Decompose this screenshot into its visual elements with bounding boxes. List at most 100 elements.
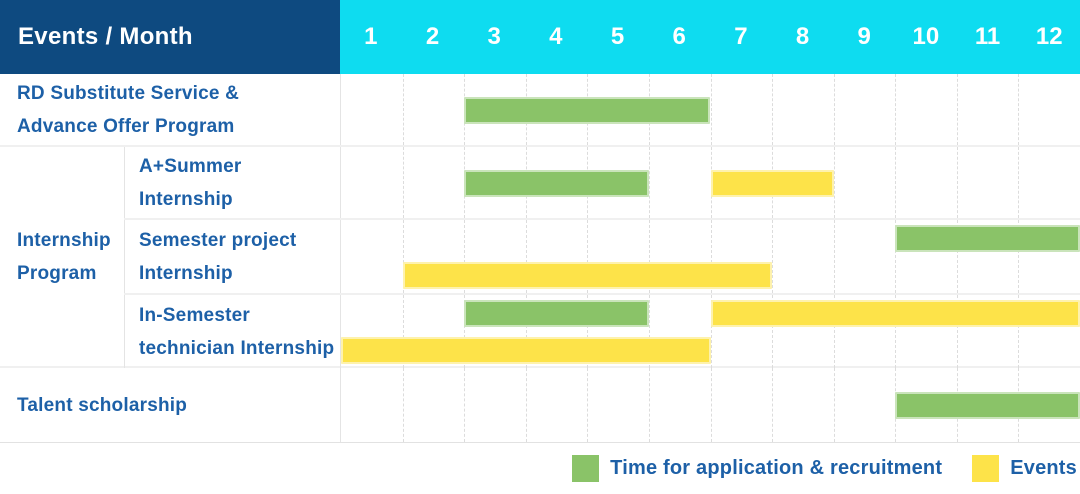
month-header-8: 8 (795, 23, 810, 50)
table-row-talent-scholarship: Talent scholarship (0, 368, 1080, 442)
label-line: RD Substitute Service & (17, 82, 240, 104)
label-line: Advance Offer Program (17, 115, 235, 137)
month-header-5: 5 (610, 23, 625, 50)
month-gridline (772, 295, 774, 368)
month-header-10: 10 (912, 23, 940, 50)
month-gridline (833, 220, 835, 293)
month-header-11: 11 (974, 23, 1001, 50)
month-gridline (587, 220, 589, 293)
legend-swatch-events-yellow (972, 455, 1000, 482)
month-gridline (956, 74, 958, 145)
gantt-lane (341, 74, 1080, 145)
label-line: Internship (139, 188, 233, 210)
table-body: RD Substitute Service & Advance Offer Pro… (0, 74, 1080, 443)
month-gridline (956, 147, 958, 218)
month-header-2: 2 (425, 23, 440, 50)
internship-program-group: Internship Program A+Summer Internship Sem… (0, 147, 1080, 368)
row-label-in-semester-technician-internship: In-Semester technician Internship (124, 295, 340, 368)
chart-legend: Time for application & recruitment Event… (0, 443, 1080, 494)
month-gridline (402, 368, 404, 442)
month-gridline (895, 74, 897, 145)
month-gridline (895, 220, 897, 293)
legend-swatch-application-green (572, 455, 600, 482)
month-gridline (833, 147, 835, 218)
gantt-bar-application (464, 96, 711, 124)
month-gridline (710, 220, 712, 293)
table-row-rd-substitute: RD Substitute Service & Advance Offer Pro… (0, 74, 1080, 147)
month-gridline (833, 74, 835, 145)
gantt-bar-application (895, 225, 1080, 253)
month-gridline (464, 295, 466, 368)
table-row-in-semester-technician-internship: In-Semester technician Internship (124, 295, 1080, 368)
month-gridline (1018, 147, 1020, 218)
legend-label-events: Events (1010, 457, 1077, 479)
internship-program-rows: A+Summer Internship Semester project Inter… (124, 147, 1080, 368)
legend-label-application: Time for application & recruitment (610, 457, 943, 479)
month-gridline (895, 295, 897, 368)
month-gridline (464, 220, 466, 293)
month-gridline (772, 368, 774, 442)
gantt-table: Events / Month 1 2 3 4 5 6 7 8 9 10 11 12 RD Substi… (0, 0, 1080, 443)
month-gridline (710, 74, 712, 145)
gantt-cell-rd-substitute (340, 74, 1080, 145)
month-header-9: 9 (857, 23, 871, 50)
label-line: Internship (17, 229, 111, 251)
month-gridline (956, 220, 958, 293)
label-line: Semester project (139, 229, 297, 251)
month-header-row: 1 2 3 4 5 6 7 8 9 10 11 12 (340, 0, 1080, 74)
gantt-cell-in-semester-technician-internship (340, 295, 1080, 368)
month-gridline (648, 295, 650, 368)
month-gridline (710, 368, 712, 442)
row-label-a-summer-internship: A+Summer Internship (124, 147, 340, 218)
gantt-bar-event (341, 336, 711, 364)
month-gridline (833, 368, 835, 442)
label-line: A+Summer (139, 155, 242, 177)
month-gridline (833, 295, 835, 368)
gantt-bar-event (710, 169, 834, 197)
gantt-lane (341, 368, 1080, 442)
month-gridline (710, 295, 712, 368)
month-header-1: 1 (364, 23, 378, 50)
row-label-talent-scholarship: Talent scholarship (0, 368, 340, 442)
events-month-header-cell: Events / Month (0, 0, 340, 74)
gantt-bar-application (464, 300, 649, 328)
month-gridline (402, 147, 404, 218)
month-header-4: 4 (549, 23, 563, 50)
label-line: In-Semester (139, 304, 250, 326)
month-gridline (956, 295, 958, 368)
gantt-bar-event (710, 300, 1080, 328)
month-gridline (525, 295, 527, 368)
month-header-6: 6 (672, 23, 686, 50)
gantt-lane (341, 220, 1080, 257)
month-header-12: 12 (1035, 23, 1063, 50)
month-gridline (464, 368, 466, 442)
month-gridline (587, 368, 589, 442)
month-header-7: 7 (734, 23, 748, 50)
month-gridline (1018, 295, 1020, 368)
row-label-semester-project-internship: Semester project Internship (124, 220, 340, 293)
month-gridline (1018, 74, 1020, 145)
label-line: technician Internship (139, 337, 335, 359)
month-gridline (772, 220, 774, 293)
month-gridline (525, 220, 527, 293)
group-label-internship-program: Internship Program (0, 147, 124, 366)
month-gridline (402, 220, 404, 293)
gantt-bar-event (402, 261, 773, 289)
month-header-3: 3 (487, 23, 501, 50)
label-line: Internship (139, 262, 233, 284)
label-line: Program (17, 262, 97, 284)
gantt-bar-application (464, 169, 649, 197)
gantt-cell-semester-project-internship (340, 220, 1080, 293)
month-gridline (648, 147, 650, 218)
gantt-bar-application (895, 392, 1080, 419)
gantt-lane (341, 332, 1080, 369)
month-gridline (402, 295, 404, 368)
table-row-a-summer-internship: A+Summer Internship (124, 147, 1080, 220)
month-gridline (772, 74, 774, 145)
table-header-row: Events / Month 1 2 3 4 5 6 7 8 9 10 11 12 (0, 0, 1080, 74)
gantt-cell-a-summer-internship (340, 147, 1080, 218)
gantt-lane (341, 147, 1080, 218)
gantt-lane (341, 295, 1080, 332)
label-line: Talent scholarship (17, 394, 188, 416)
